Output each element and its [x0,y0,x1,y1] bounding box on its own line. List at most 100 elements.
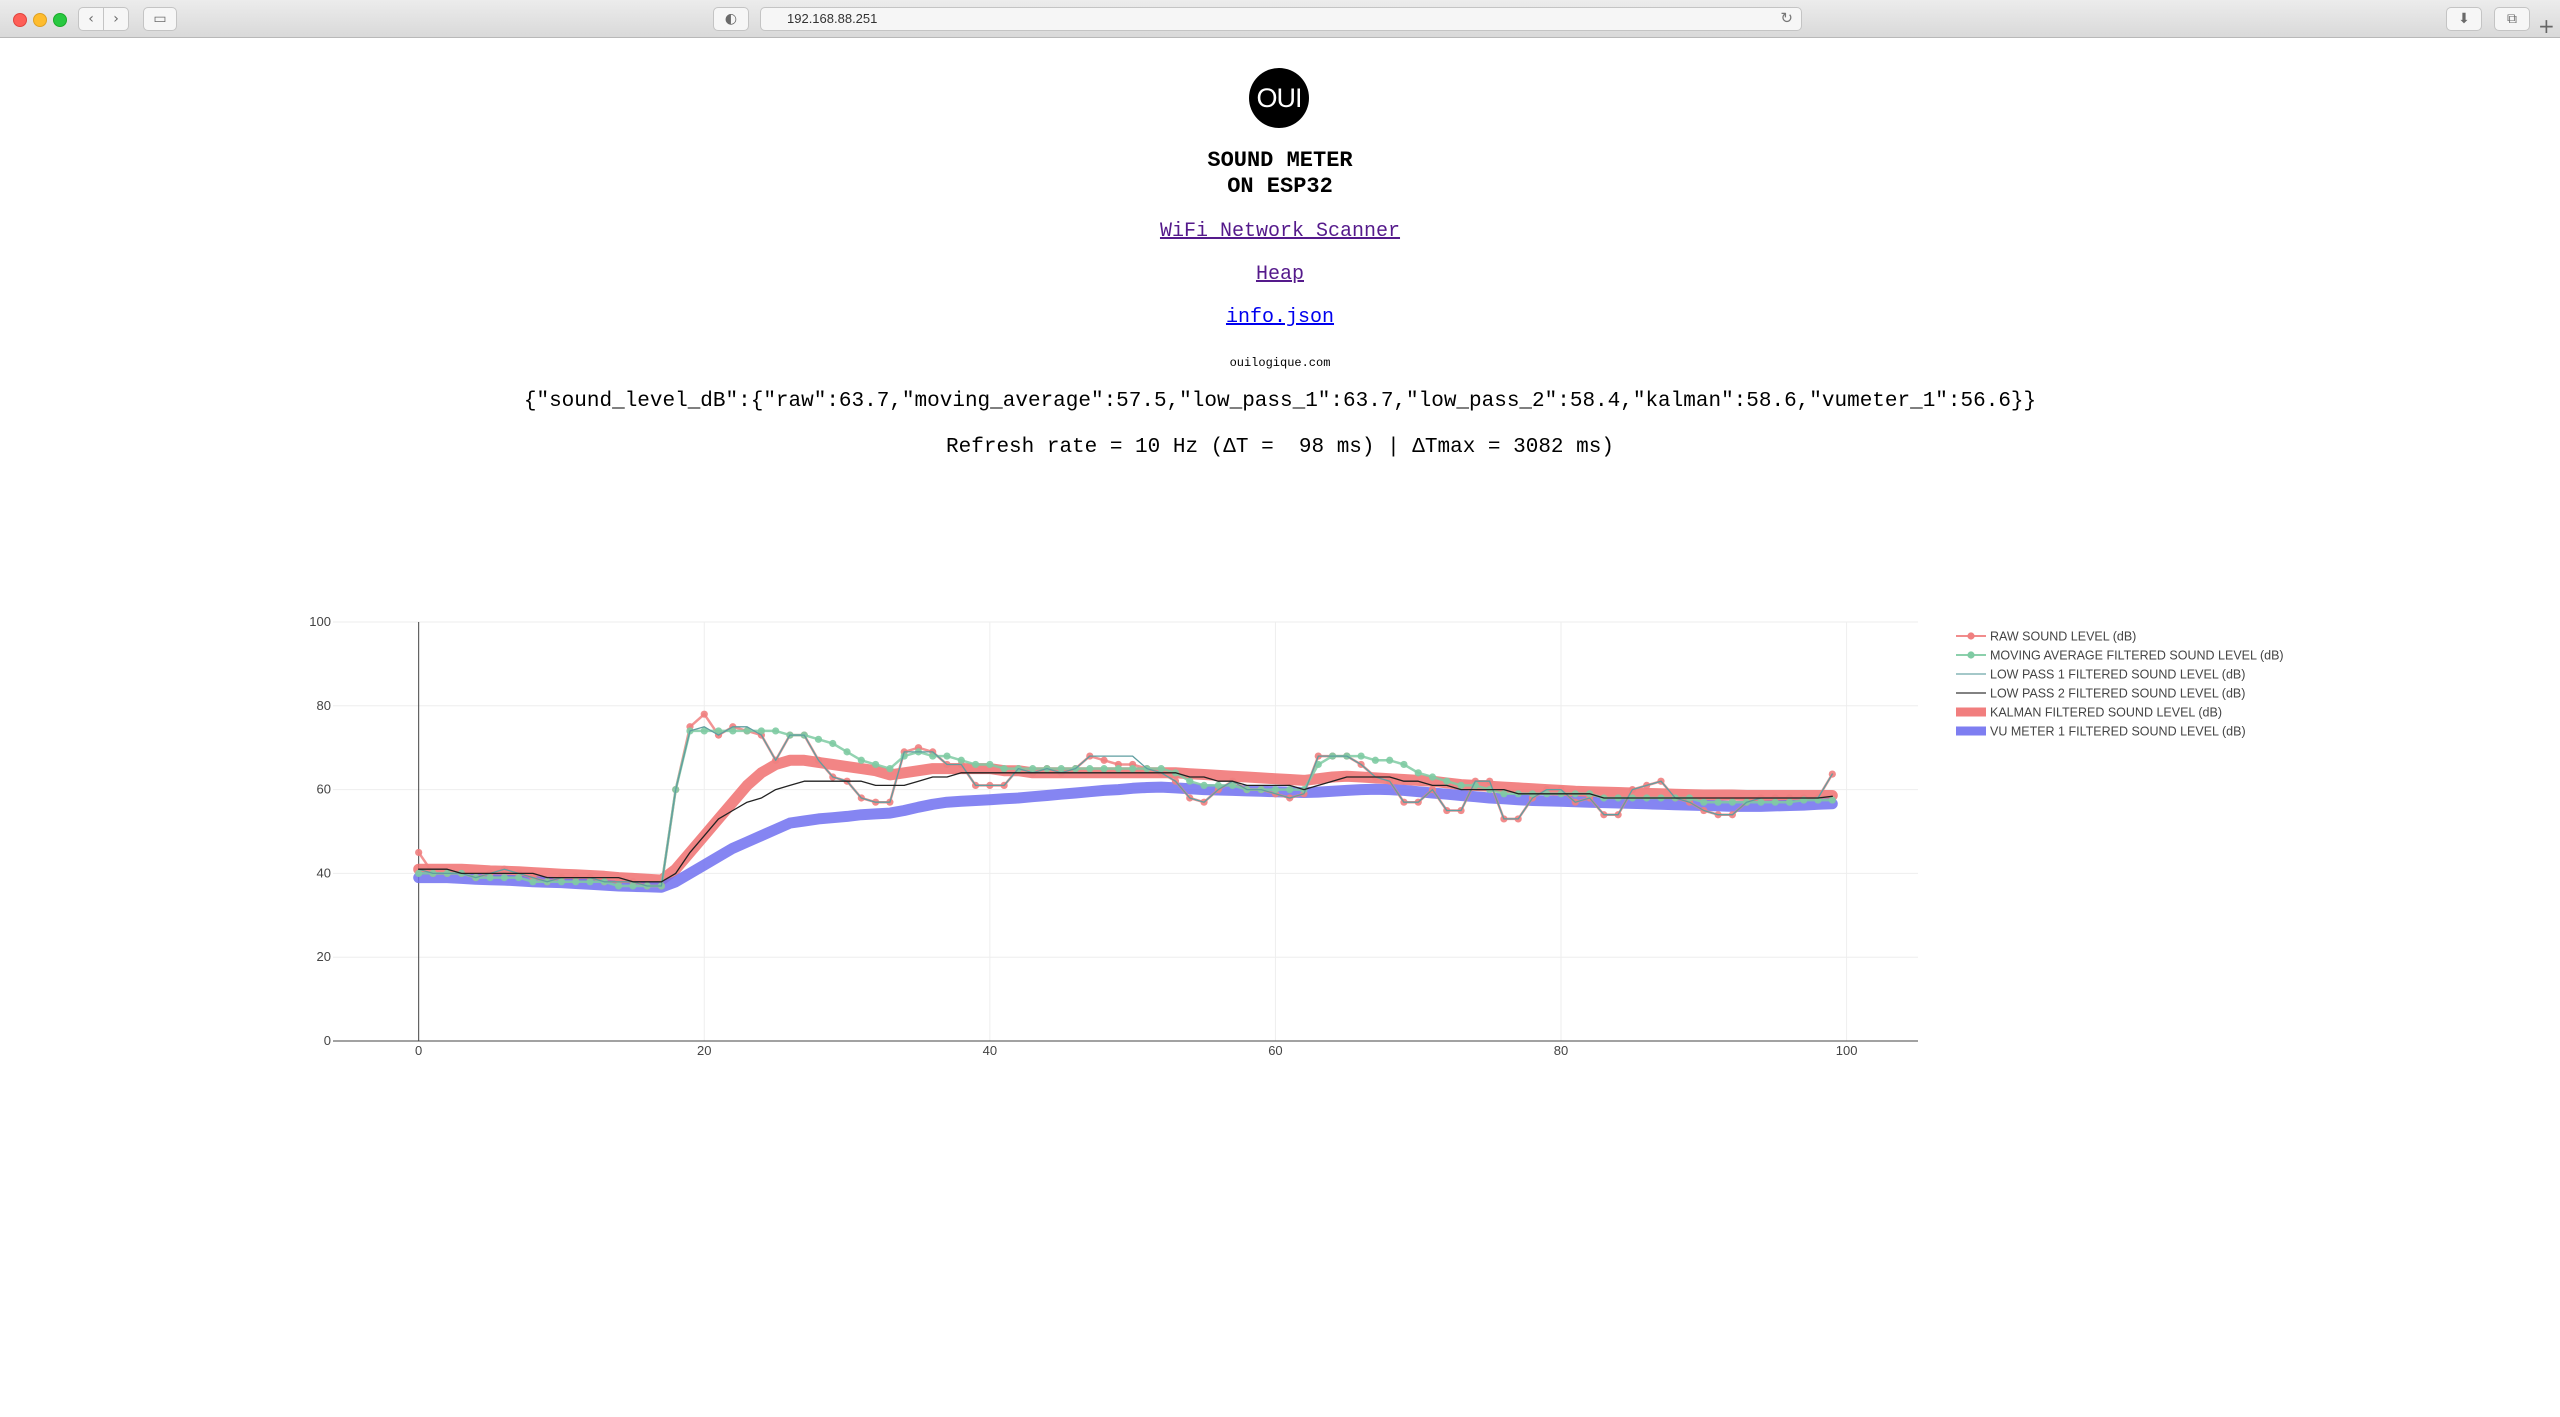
chevron-right-icon: › [113,11,119,27]
y-tick-label: 60 [317,782,331,797]
x-tick-label: 100 [1836,1043,1858,1058]
legend-item[interactable]: VU METER 1 FILTERED SOUND LEVEL (dB) [1956,725,2246,739]
legend-item[interactable]: LOW PASS 2 FILTERED SOUND LEVEL (dB) [1956,687,2245,701]
series-line-2 [418,726,1833,887]
data-point [843,748,851,756]
legend-item[interactable]: RAW SOUND LEVEL (dB) [1956,630,2136,644]
refresh-rate-text: Refresh rate = 10 Hz (ΔT = 98 ms) | ΔTma… [946,436,1614,459]
legend-item[interactable]: MOVING AVERAGE FILTERED SOUND LEVEL (dB) [1956,649,2284,663]
data-point [1286,786,1294,794]
data-point [886,765,894,773]
url-text[interactable]: 192.168.88.251 [787,11,878,26]
data-point [1443,777,1451,785]
privacy-report-button[interactable]: ◐ [713,7,749,31]
info-json-link[interactable]: info.json [1225,306,1335,329]
data-point [1500,790,1508,798]
address-bar[interactable]: 192.168.88.251 ↻ [760,7,1802,31]
x-tick-label: 60 [1268,1043,1282,1058]
new-tab-button[interactable]: + [2538,14,2555,38]
legend-item[interactable]: LOW PASS 1 FILTERED SOUND LEVEL (dB) [1956,668,2245,682]
legend-label: VU METER 1 FILTERED SOUND LEVEL (dB) [1990,725,2246,739]
data-point [872,760,880,769]
series-line-5 [413,781,1838,893]
data-point [814,735,823,743]
legend-label: MOVING AVERAGE FILTERED SOUND LEVEL (dB) [1990,649,2284,663]
y-tick-label: 40 [317,865,331,880]
wifi-scanner-link[interactable]: WiFi Network Scanner [1159,220,1401,243]
y-tick-label: 0 [324,1033,331,1048]
series-line-4 [413,754,1838,886]
legend-label: LOW PASS 2 FILTERED SOUND LEVEL (dB) [1990,687,2245,701]
data-point [1157,765,1165,773]
shield-icon: ◐ [724,11,738,27]
legend-item[interactable]: KALMAN FILTERED SOUND LEVEL (dB) [1956,706,2222,720]
page-title-line2: ON ESP32 [1227,174,1333,199]
data-point [1785,798,1794,806]
data-point [1428,773,1437,781]
data-point [515,873,523,882]
x-tick-label: 0 [415,1043,422,1058]
data-point [1100,765,1108,773]
data-point [415,848,423,857]
site-domain: ouilogique.com [1229,356,1331,370]
y-tick-label: 20 [317,949,331,964]
data-point [757,727,765,735]
data-point [1271,786,1280,794]
chevron-left-icon: ‹ [88,11,94,27]
chart-axes: 0 20 40 60 80 100 0 20 40 60 80 100 [309,614,1918,1058]
info-json-link-row: info.json [0,306,2560,329]
legend-label: KALMAN FILTERED SOUND LEVEL (dB) [1990,706,2222,720]
data-point [415,869,423,877]
legend-marker [1967,651,1975,659]
data-point [1757,798,1765,806]
data-point [971,760,980,769]
data-point [586,878,594,886]
legend-label: LOW PASS 1 FILTERED SOUND LEVEL (dB) [1990,668,2245,682]
reload-icon[interactable]: ↻ [1780,9,1793,27]
download-icon: ⬇ [2458,11,2470,27]
window-close-button[interactable] [13,13,27,27]
sound-level-json: {"sound_level_dB":{"raw":63.7,"moving_av… [523,390,2037,413]
data-point [1114,765,1122,773]
data-point [729,727,737,735]
data-point [1100,756,1108,764]
page-title: SOUND METER ON ESP32 [0,148,2560,200]
tab-overview-button[interactable]: ⧉ [2494,7,2530,31]
forward-button[interactable]: › [103,7,129,31]
data-point [714,727,723,735]
page-title-line1: SOUND METER [1207,148,1353,173]
window-minimize-button[interactable] [33,13,47,27]
series-line-3 [418,772,1833,883]
data-point [629,882,637,890]
data-point [500,873,508,882]
data-point [572,878,580,886]
oui-logo: OUI [1249,68,1309,128]
data-point [614,882,623,890]
window-zoom-button[interactable] [53,13,67,27]
chart-legend[interactable]: RAW SOUND LEVEL (dB) MOVING AVERAGE FILTE… [1956,630,2284,739]
data-point [772,727,780,735]
sidebar-toggle-button[interactable]: ▭ [143,7,177,31]
back-button[interactable]: ‹ [78,7,104,31]
data-point [1714,798,1722,806]
heap-link-row: Heap [0,263,2560,286]
tabs-icon: ⧉ [2507,11,2517,27]
data-point [957,756,965,764]
sound-level-chart[interactable]: 0 20 40 60 80 100 0 20 40 60 80 100 RAW SOUND LEVEL… [0,600,2560,1080]
data-point [1214,781,1222,790]
data-point [1357,752,1365,760]
data-point [1828,796,1836,804]
data-point [829,739,837,748]
downloads-button[interactable]: ⬇ [2446,7,2482,31]
heap-link[interactable]: Heap [1255,263,1304,286]
data-point [1700,798,1708,806]
browser-toolbar: ‹ › ▭ ◐ 192.168.88.251 ↻ ⬇ ⧉ + [0,0,2560,38]
data-point [1086,765,1094,773]
data-point [1771,798,1779,806]
chart-series [413,710,1838,893]
x-tick-label: 80 [1554,1043,1568,1058]
data-point [700,727,708,735]
data-point [529,878,537,886]
data-point [1400,760,1408,769]
data-point [486,873,494,882]
